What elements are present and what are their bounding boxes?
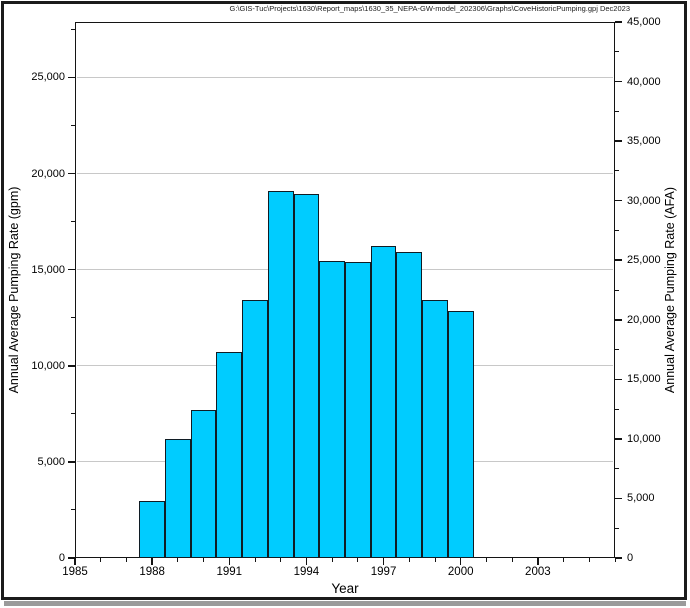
right-tick-label: 0 — [627, 552, 634, 564]
right-major-tick — [615, 80, 622, 83]
x-minor-tick — [434, 558, 436, 562]
bar-1994 — [293, 193, 320, 558]
x-axis-title: Year — [331, 581, 359, 596]
left-major-tick — [68, 76, 75, 79]
bar-1999 — [422, 300, 448, 558]
right-axis-title: Annual Average Pumping Rate (AFA) — [663, 186, 677, 394]
right-tick-label: 10,000 — [627, 432, 661, 445]
right-tick-label: 20,000 — [627, 313, 661, 326]
x-major-tick — [382, 558, 385, 565]
left-tick-label: 10,000 — [31, 359, 65, 372]
left-tick-label: 25,000 — [31, 71, 65, 84]
x-tick-label: 2003 — [525, 566, 551, 578]
right-minor-tick — [615, 408, 619, 410]
right-tick-label: 5,000 — [627, 492, 655, 505]
right-major-tick — [615, 378, 622, 381]
right-tick-label: 25,000 — [627, 254, 661, 267]
right-major-tick — [615, 319, 622, 321]
x-major-tick — [305, 558, 308, 565]
x-minor-tick — [254, 558, 256, 562]
left-major-tick — [68, 461, 75, 463]
x-minor-tick — [177, 558, 179, 562]
x-minor-tick — [357, 558, 359, 562]
right-minor-tick — [615, 289, 619, 291]
left-minor-tick — [71, 125, 75, 127]
right-major-tick — [615, 140, 622, 142]
right-minor-tick — [615, 51, 619, 53]
x-minor-tick — [511, 558, 513, 562]
x-minor-tick — [614, 558, 616, 562]
x-minor-tick — [125, 558, 127, 562]
bar-1993 — [267, 190, 294, 558]
right-tick-label: 45,000 — [627, 16, 661, 28]
x-tick-label: 1994 — [293, 566, 320, 578]
left-tick-label: 5,000 — [37, 455, 65, 468]
x-major-tick — [228, 558, 231, 565]
left-minor-tick — [71, 221, 75, 223]
x-tick-label: 1997 — [370, 566, 397, 578]
x-tick-label: 1985 — [62, 566, 88, 578]
right-tick-label: 40,000 — [627, 75, 661, 88]
right-tick-label: 35,000 — [627, 135, 661, 148]
right-tick-label: 30,000 — [627, 194, 661, 207]
left-major-tick — [68, 365, 75, 367]
x-minor-tick — [331, 558, 333, 562]
left-axis-title: Annual Average Pumping Rate (gpm) — [7, 186, 21, 394]
right-minor-tick — [615, 229, 619, 231]
left-minor-tick — [71, 509, 75, 511]
left-major-tick — [68, 172, 75, 175]
left-minor-tick — [71, 317, 75, 319]
x-major-tick — [459, 558, 462, 565]
bar-2000 — [447, 311, 474, 558]
x-major-tick — [74, 558, 76, 565]
right-minor-tick — [615, 349, 619, 351]
right-major-tick — [615, 438, 622, 440]
left-tick-label: 20,000 — [31, 167, 65, 180]
x-minor-tick — [203, 558, 205, 562]
gridline — [77, 76, 613, 78]
bar-1998 — [396, 252, 423, 558]
bar-1989 — [165, 438, 191, 558]
bar-1991 — [216, 352, 243, 558]
gridline — [77, 173, 613, 175]
x-minor-tick — [588, 558, 590, 562]
bar-1995 — [319, 261, 345, 558]
right-minor-tick — [615, 170, 619, 172]
right-major-tick — [615, 497, 622, 500]
frame-shadow — [4, 601, 686, 606]
right-minor-tick — [615, 527, 619, 529]
bar-1996 — [345, 261, 371, 558]
chart-title-path: G:\GIS-Tuc\Projects\1630\Report_maps\163… — [229, 4, 630, 13]
right-major-tick — [615, 199, 622, 202]
left-tick-label: 15,000 — [31, 263, 65, 276]
right-minor-tick — [615, 468, 619, 470]
x-minor-tick — [408, 558, 410, 562]
right-major-tick — [615, 21, 622, 23]
left-major-tick — [68, 557, 75, 559]
x-tick-label: 1988 — [139, 566, 165, 578]
x-minor-tick — [563, 558, 565, 562]
bar-1990 — [190, 409, 217, 558]
x-minor-tick — [100, 558, 102, 562]
right-major-tick — [615, 259, 622, 261]
bar-1988 — [139, 501, 165, 558]
x-tick-label: 2000 — [447, 566, 474, 578]
bar-1997 — [370, 245, 397, 558]
bar-1992 — [242, 300, 268, 558]
x-major-tick — [537, 558, 539, 565]
left-major-tick — [68, 268, 75, 271]
left-minor-tick — [71, 28, 75, 30]
left-minor-tick — [71, 413, 75, 415]
x-tick-label: 1991 — [216, 566, 243, 578]
right-minor-tick — [615, 110, 619, 112]
x-major-tick — [151, 558, 153, 565]
x-minor-tick — [280, 558, 282, 562]
right-tick-label: 15,000 — [627, 373, 661, 386]
right-major-tick — [615, 557, 622, 559]
x-minor-tick — [485, 558, 487, 562]
left-tick-label: 0 — [58, 552, 65, 564]
